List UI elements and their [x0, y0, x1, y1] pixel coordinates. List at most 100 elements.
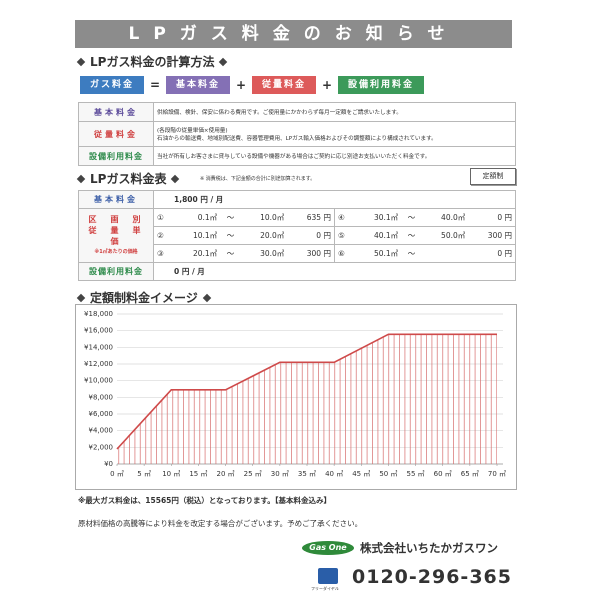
- formula-box: ガス料金: [80, 76, 145, 94]
- tier-price: 300 円: [287, 244, 335, 263]
- formula-box: 従量料金: [252, 76, 317, 94]
- tier-separator: ～: [220, 226, 241, 245]
- label-line: 区 画 別: [88, 214, 144, 224]
- row-text: 供給設備、検針、保安に係わる費用です。ご使用量にかかわらず毎月一定額をご請求いた…: [153, 102, 516, 122]
- row: 基本料金 供給設備、検針、保安に係わる費用です。ご使用量にかかわらず毎月一定額を…: [78, 102, 516, 122]
- row-text: 当社が所有しお客さまに貸与している設備や機器がある場合はご契約に応じ別途お支払い…: [153, 146, 516, 166]
- diamond: [219, 57, 228, 66]
- note: ※最大ガス料金は、15565円（税込）となっております。【基本料金込み】: [78, 496, 332, 505]
- amount: 1,800 円 / 月: [153, 190, 516, 209]
- tier-separator: ～: [220, 208, 241, 227]
- row: ③ 20.1㎥～ 30.0㎥ 300 円 ⑥ 50.1㎥～ 0 円: [79, 244, 517, 263]
- tier-to: 40.0㎥: [421, 208, 469, 227]
- tier-to: [421, 244, 469, 263]
- y-tick-label: ¥8,000: [89, 393, 114, 401]
- row: 設備利用料金 当社が所有しお客さまに貸与している設備や機器がある場合はご契約に応…: [78, 146, 516, 166]
- x-tick-label: 50 ㎥: [379, 469, 397, 478]
- x-tick-label: 70 ㎥: [488, 469, 506, 478]
- tier-from: 50.1㎥: [354, 244, 402, 263]
- row: 基本料金 1,800 円 / 月: [78, 190, 516, 209]
- area: [117, 334, 497, 464]
- price-table: 基本料金 1,800 円 / 月 区 画 別従 量 単 価 ※1㎥あたりの価格 ① 0…: [78, 190, 517, 281]
- tier-from: 0.1㎥: [173, 208, 221, 227]
- row-label: 基本料金: [78, 102, 154, 122]
- section-title: LPガス料金表: [90, 172, 167, 186]
- diamond: [76, 174, 86, 183]
- y-tick-label: ¥18,000: [84, 310, 113, 318]
- tier-separator: ～: [401, 208, 422, 227]
- operator: +: [236, 78, 247, 92]
- operator: +: [322, 78, 333, 92]
- tier-price: 0 円: [468, 244, 517, 263]
- definition-table: 基本料金 供給設備、検針、保安に係わる費用です。ご使用量にかかわらず毎月一定額を…: [78, 102, 516, 166]
- tier-number: ③: [152, 244, 174, 263]
- amount: 0 円 / 月: [153, 262, 516, 281]
- tax-note: ※ 消費税は、下記金額の合計に別途加算されます。: [200, 176, 316, 182]
- y-tick-label: ¥12,000: [84, 360, 113, 368]
- tier-number: ②: [152, 226, 174, 245]
- tier-number: ⑤: [333, 226, 355, 245]
- chart: ¥0 ¥2,000 ¥4,000 ¥6,000 ¥8,000 ¥10,000 ¥12,000…: [75, 304, 517, 490]
- x-tick-label: 40 ㎥: [325, 469, 343, 478]
- tier-from: 40.1㎥: [354, 226, 402, 245]
- x-tick-label: 55 ㎥: [407, 469, 425, 478]
- x-tick-label: 60 ㎥: [434, 469, 452, 478]
- tier-number: ①: [152, 208, 174, 227]
- chart-frame: [75, 304, 517, 490]
- free-dial-icon: [318, 568, 338, 584]
- plan-label: 定額制: [470, 168, 516, 185]
- row: 従量料金 (各段階の従量単価×使用量) 石油からの輸送費、地域別配送費、容器管理…: [78, 121, 516, 147]
- section-heading: 定額制料金イメージ: [76, 289, 212, 306]
- text-line: 当社が所有しお客さまに貸与している設備や機器がある場合はご契約に応じ別途お支払い…: [157, 154, 431, 160]
- x-tick-label: 0 ㎥: [110, 469, 124, 478]
- x-tick-label: 10 ㎥: [162, 469, 180, 478]
- label-sub: ※1㎥あたりの価格: [94, 248, 138, 255]
- formula: ガス料金 = 基本料金 + 従量料金 + 設備利用料金: [80, 76, 425, 94]
- x-tick-label: 30 ㎥: [271, 469, 289, 478]
- tier-rows: 区 画 別従 量 単 価 ※1㎥あたりの価格 ① 0.1㎥～ 10.0㎥ 635 円 ④ 30…: [78, 208, 517, 263]
- x-tick-label: 35 ㎥: [298, 469, 316, 478]
- tier-to: 30.0㎥: [240, 244, 288, 263]
- section-title: LPガス料金の計算方法: [90, 55, 215, 69]
- x-tick-label: 25 ㎥: [244, 469, 262, 478]
- diamond: [171, 174, 180, 183]
- tier-from: 30.1㎥: [354, 208, 402, 227]
- tier-price: 300 円: [468, 226, 517, 245]
- row-label: 従量料金: [78, 121, 154, 147]
- y-tick-label: ¥4,000: [89, 427, 114, 435]
- tier-price: 635 円: [287, 208, 335, 227]
- formula-box: 設備利用料金: [338, 76, 425, 94]
- x-tick-label: 65 ㎥: [461, 469, 479, 478]
- tier-to: 20.0㎥: [240, 226, 288, 245]
- row: 区 画 別従 量 単 価 ※1㎥あたりの価格 ① 0.1㎥～ 10.0㎥ 635 円 ④ 30…: [78, 208, 517, 263]
- row-label: 区 画 別従 量 単 価 ※1㎥あたりの価格: [78, 208, 155, 263]
- row-label: 基本料金: [78, 190, 154, 209]
- y-tick-label: ¥0: [104, 460, 113, 468]
- tier-to: 10.0㎥: [240, 208, 288, 227]
- tier-from: 10.1㎥: [173, 226, 221, 245]
- header-title: LPガス料金のお知らせ: [75, 20, 512, 48]
- text-line: 供給設備、検針、保安に係わる費用です。ご使用量にかかわらず毎月一定額をご請求いた…: [157, 110, 402, 116]
- phone-number: 0120-296-365: [352, 566, 512, 588]
- row-label: 設備利用料金: [78, 146, 154, 166]
- x-tick-label: 5 ㎥: [137, 469, 151, 478]
- line: [116, 333, 497, 450]
- chart-title: 定額制料金イメージ: [90, 291, 198, 305]
- label-line: 従 量 単 価: [88, 225, 155, 246]
- tier-to: 50.0㎥: [421, 226, 469, 245]
- section-heading: LPガス料金表: [76, 170, 180, 187]
- row-text: (各段階の従量単価×使用量) 石油からの輸送費、地域別配送費、容器管理費用、LP…: [153, 121, 516, 147]
- x-tick-label: 20 ㎥: [217, 469, 235, 478]
- tier-price: 0 円: [287, 226, 335, 245]
- x-tick-label: 45 ㎥: [352, 469, 370, 478]
- tier-separator: ～: [220, 244, 241, 263]
- diamond: [76, 57, 86, 66]
- note: 原材料価格の高騰等により料金を改定する場合がございます。予めご了承ください。: [78, 519, 363, 528]
- tier-number: ④: [333, 208, 355, 227]
- free-dial-label: フリーダイヤル: [311, 586, 339, 591]
- y-tick-label: ¥16,000: [84, 327, 113, 335]
- y-tick-label: ¥6,000: [89, 410, 114, 418]
- text-line: (各段階の従量単価×使用量): [157, 128, 228, 134]
- tier-price: 0 円: [468, 208, 517, 227]
